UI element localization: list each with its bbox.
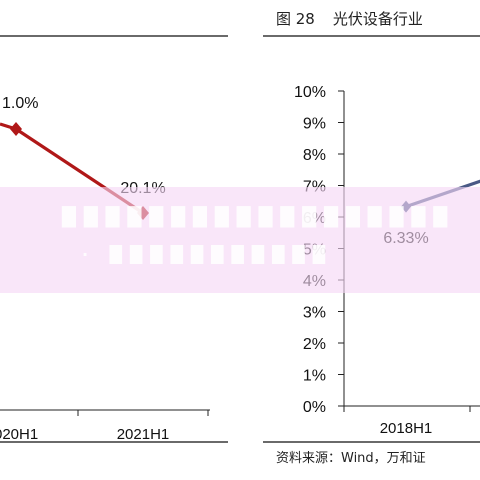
right-y-tick-label-8: 8% bbox=[303, 147, 326, 164]
right-y-tick-label-2: 2% bbox=[303, 336, 326, 353]
watermark-band: ██████████████████ · ███████████ bbox=[0, 187, 480, 293]
left-category-label-1: 2021H1 bbox=[117, 426, 170, 443]
watermark-line-2: · ███████████ bbox=[82, 245, 333, 264]
left-category-label-0: 020H1 bbox=[0, 426, 38, 443]
figure-title-text: 光伏设备行业 bbox=[332, 10, 423, 28]
left-series-marker-0 bbox=[10, 122, 22, 136]
right-y-tick-label-1: 1% bbox=[303, 368, 326, 385]
figure-title: 图 28 光伏设备行业 bbox=[276, 8, 423, 29]
left-point-label-0: 1.0% bbox=[2, 95, 38, 112]
right-y-tick-label-9: 9% bbox=[303, 116, 326, 133]
figure-label: 图 28 bbox=[276, 10, 315, 28]
source-note: 资料来源：Wind，万和证 bbox=[276, 451, 426, 466]
right-y-tick-label-3: 3% bbox=[303, 305, 326, 322]
right-y-tick-label-10: 10% bbox=[294, 84, 326, 101]
watermark-line-1: ██████████████████ bbox=[62, 207, 456, 228]
right-y-tick-label-0: 0% bbox=[303, 399, 326, 416]
right-category-label-0: 2018H1 bbox=[380, 420, 433, 437]
